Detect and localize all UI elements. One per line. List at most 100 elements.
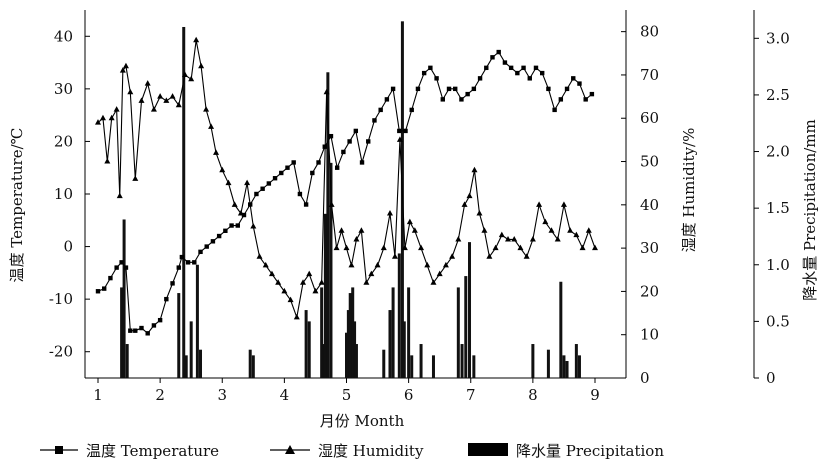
precipitation-bar xyxy=(546,349,550,378)
temperature-point xyxy=(170,281,175,286)
precipitation-tick-label: 2.5 xyxy=(766,86,790,104)
temperature-point xyxy=(546,86,551,92)
precipitation-bar xyxy=(460,344,464,378)
temperature-point xyxy=(577,81,582,86)
humidity-point xyxy=(348,261,355,268)
legend-precipitation-swatch xyxy=(468,443,508,456)
precipitation-bar xyxy=(402,321,406,378)
precipitation-bar xyxy=(351,287,355,378)
temperature-point xyxy=(471,86,477,92)
temperature-point xyxy=(322,144,327,149)
precipitation-bar xyxy=(346,310,350,378)
humidity-point xyxy=(318,279,325,285)
temperature-point xyxy=(372,118,377,123)
humidity-point xyxy=(449,253,456,259)
humidity-point xyxy=(306,270,313,277)
temperature-point xyxy=(95,289,101,294)
humidity-tick-label: 40 xyxy=(640,196,659,214)
temperature-point xyxy=(589,91,595,97)
precipitation-bar xyxy=(391,287,395,378)
humidity-point xyxy=(293,313,300,320)
temperature-point xyxy=(347,139,352,144)
temperature-tick-label: 30 xyxy=(54,80,73,98)
humidity-point xyxy=(198,62,205,69)
temperature-point xyxy=(359,160,365,165)
humidity-point xyxy=(424,261,431,268)
temperature-point xyxy=(403,128,408,134)
temperature-point xyxy=(216,233,222,239)
temperature-point xyxy=(366,139,371,144)
temperature-point xyxy=(185,260,191,265)
temperature-point xyxy=(552,107,557,113)
temperature-point xyxy=(564,86,570,92)
humidity-point xyxy=(312,287,319,294)
humidity-point xyxy=(287,296,294,303)
humidity-point xyxy=(466,192,473,199)
temperature-point xyxy=(102,286,107,291)
temperature-point xyxy=(114,265,119,270)
humidity-point xyxy=(461,201,468,207)
humidity-point xyxy=(108,114,115,121)
precipitation-bar xyxy=(248,349,252,378)
temperature-point xyxy=(266,181,272,186)
temperature-point xyxy=(119,260,124,265)
temperature-tick-label: -10 xyxy=(49,290,73,308)
precipitation-bar xyxy=(531,344,535,378)
humidity-point xyxy=(492,244,499,251)
temperature-point xyxy=(297,191,303,197)
precipitation-bar xyxy=(326,72,330,379)
precipitation-tick-label: 1.0 xyxy=(766,256,790,274)
x-tick-label: 5 xyxy=(342,386,352,404)
temperature-point xyxy=(272,176,278,181)
temperature-point xyxy=(446,86,452,92)
legend-temperature-marker xyxy=(55,446,63,454)
humidity-tick-label: 50 xyxy=(640,153,659,171)
precipitation-bar xyxy=(353,321,357,378)
humidity-point xyxy=(442,261,449,268)
temperature-tick-label: -20 xyxy=(49,343,73,361)
precipitation-bar xyxy=(189,321,193,378)
precipitation-bar xyxy=(184,355,188,378)
precipitation-bar xyxy=(354,344,358,378)
humidity-tick-label: 70 xyxy=(640,66,659,84)
humidity-point xyxy=(231,201,238,207)
temperature-axis-label: 温度 Temperature/℃ xyxy=(8,128,26,283)
humidity-point xyxy=(455,235,462,242)
precipitation-bar xyxy=(464,276,468,378)
precipitation-bar xyxy=(322,344,326,378)
humidity-point xyxy=(471,166,478,173)
humidity-point xyxy=(343,244,350,251)
humidity-point xyxy=(181,71,188,77)
precipitation-bar xyxy=(348,293,352,378)
humidity-tick-label: 60 xyxy=(640,109,659,127)
temperature-point xyxy=(176,265,181,270)
precipitation-bar xyxy=(195,264,199,378)
humidity-point xyxy=(391,253,398,259)
humidity-point xyxy=(122,62,129,69)
humidity-point xyxy=(368,270,375,277)
humidity-point xyxy=(250,222,257,229)
precipitation-tick-label: 0.5 xyxy=(766,312,790,330)
humidity-point xyxy=(554,235,561,242)
humidity-point xyxy=(300,279,307,285)
temperature-point xyxy=(409,107,414,113)
humidity-point xyxy=(406,218,413,225)
humidity-point xyxy=(132,175,139,181)
precipitation-tick-label: 3.0 xyxy=(766,29,790,47)
temperature-point xyxy=(235,223,240,228)
temperature-point xyxy=(254,191,259,197)
precipitation-bar xyxy=(574,344,578,378)
humidity-point xyxy=(225,179,232,186)
humidity-point xyxy=(256,253,263,259)
temperature-point xyxy=(151,323,157,328)
temperature-tick-label: 0 xyxy=(63,238,73,256)
humidity-point xyxy=(175,101,182,108)
x-axis-label: 月份 Month xyxy=(320,412,405,430)
precipitation-bar xyxy=(199,349,203,378)
temperature-tick-label: 20 xyxy=(54,132,73,150)
temperature-point xyxy=(558,97,564,102)
temperature-point xyxy=(291,160,296,165)
humidity-point xyxy=(193,36,200,43)
precipitation-bar xyxy=(320,287,324,378)
temperature-point xyxy=(164,296,169,302)
